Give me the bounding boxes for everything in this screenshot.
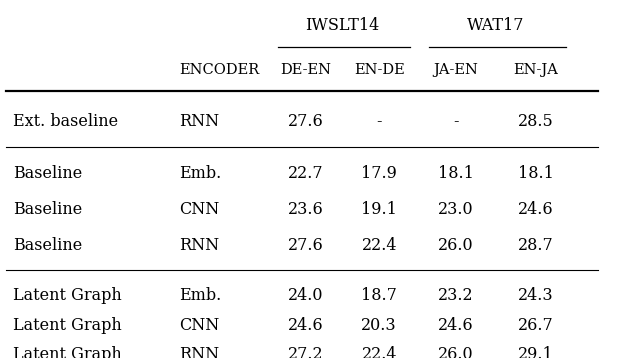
Text: 17.9: 17.9 — [361, 165, 397, 182]
Text: DE-EN: DE-EN — [280, 63, 331, 77]
Text: 22.4: 22.4 — [362, 346, 397, 358]
Text: Emb.: Emb. — [179, 165, 221, 182]
Text: ENCODER: ENCODER — [179, 63, 259, 77]
Text: 23.6: 23.6 — [288, 201, 323, 218]
Text: 28.7: 28.7 — [518, 237, 554, 254]
Text: Latent Graph: Latent Graph — [13, 317, 122, 334]
Text: 23.0: 23.0 — [438, 201, 474, 218]
Text: Ext. baseline: Ext. baseline — [13, 113, 118, 130]
Text: 26.0: 26.0 — [438, 346, 474, 358]
Text: Emb.: Emb. — [179, 287, 221, 304]
Text: 27.2: 27.2 — [288, 346, 323, 358]
Text: 27.6: 27.6 — [288, 113, 323, 130]
Text: Baseline: Baseline — [13, 201, 82, 218]
Text: 24.3: 24.3 — [518, 287, 554, 304]
Text: 23.2: 23.2 — [438, 287, 474, 304]
Text: 18.7: 18.7 — [361, 287, 397, 304]
Text: 24.6: 24.6 — [518, 201, 554, 218]
Text: 20.3: 20.3 — [362, 317, 397, 334]
Text: 27.6: 27.6 — [288, 237, 323, 254]
Text: RNN: RNN — [179, 346, 220, 358]
Text: 22.7: 22.7 — [288, 165, 323, 182]
Text: RNN: RNN — [179, 113, 220, 130]
Text: 29.1: 29.1 — [518, 346, 554, 358]
Text: Latent Graph: Latent Graph — [13, 287, 122, 304]
Text: EN-DE: EN-DE — [354, 63, 404, 77]
Text: Baseline: Baseline — [13, 165, 82, 182]
Text: RNN: RNN — [179, 237, 220, 254]
Text: 24.0: 24.0 — [288, 287, 323, 304]
Text: Latent Graph: Latent Graph — [13, 346, 122, 358]
Text: 22.4: 22.4 — [362, 237, 397, 254]
Text: 26.0: 26.0 — [438, 237, 474, 254]
Text: CNN: CNN — [179, 201, 220, 218]
Text: 24.6: 24.6 — [288, 317, 323, 334]
Text: 18.1: 18.1 — [518, 165, 554, 182]
Text: 24.6: 24.6 — [438, 317, 474, 334]
Text: JA-EN: JA-EN — [433, 63, 479, 77]
Text: 19.1: 19.1 — [361, 201, 397, 218]
Text: Baseline: Baseline — [13, 237, 82, 254]
Text: EN-JA: EN-JA — [513, 63, 559, 77]
Text: -: - — [453, 113, 459, 130]
Text: WAT17: WAT17 — [467, 16, 525, 34]
Text: -: - — [376, 113, 382, 130]
Text: 18.1: 18.1 — [438, 165, 474, 182]
Text: 28.5: 28.5 — [518, 113, 554, 130]
Text: 26.7: 26.7 — [518, 317, 554, 334]
Text: CNN: CNN — [179, 317, 220, 334]
Text: IWSLT14: IWSLT14 — [305, 16, 380, 34]
